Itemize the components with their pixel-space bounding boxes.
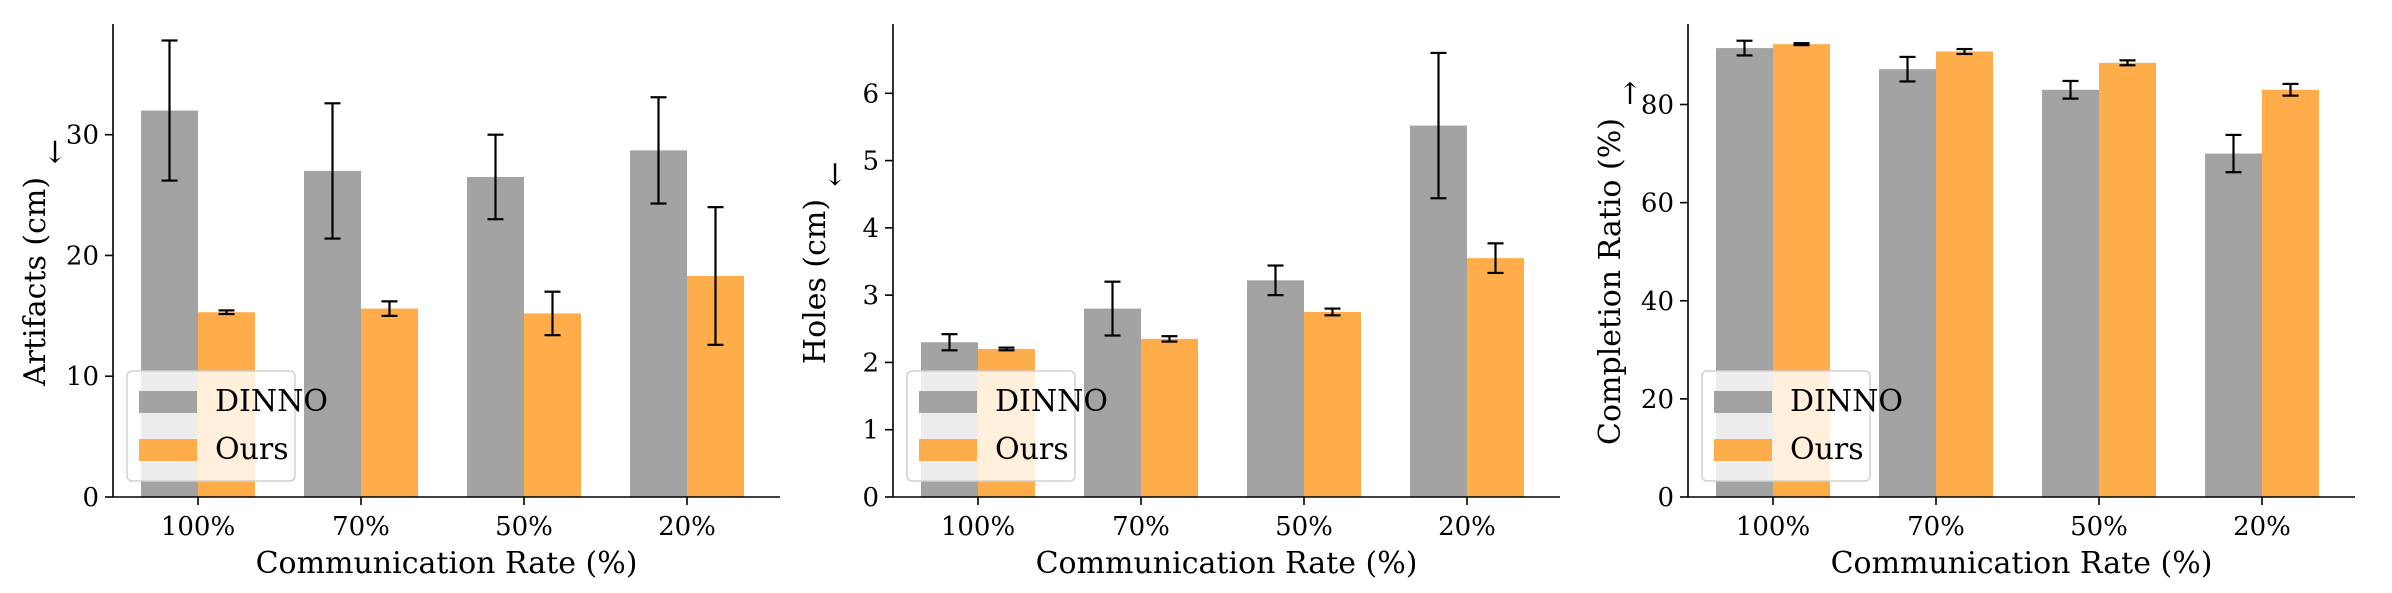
legend-label-ours: Ours <box>995 432 1069 467</box>
y-axis-label: Artifacts (cm) <box>18 177 53 387</box>
bar-ours-50pct <box>524 313 581 497</box>
bar-ours-70pct <box>1141 338 1198 497</box>
x-tick-label: 100% <box>1736 512 1810 542</box>
y-tick-label: 5 <box>862 147 879 177</box>
legend-label-dinno: DINNO <box>215 384 328 419</box>
y-tick-label: 40 <box>1641 287 1674 317</box>
x-tick-label: 70% <box>1112 512 1170 542</box>
x-axis-label: Communication Rate (%) <box>1036 546 1418 581</box>
legend: DINNO Ours <box>1701 370 1903 482</box>
direction-arrow: ↓ <box>822 158 847 193</box>
y-tick-label: 0 <box>1657 483 1674 513</box>
y-tick-label: 30 <box>66 121 99 151</box>
bar-ours-50pct <box>1304 311 1361 497</box>
x-tick-label: 100% <box>161 512 235 542</box>
x-tick-label: 50% <box>2070 512 2128 542</box>
y-tick-label: 60 <box>1641 189 1674 219</box>
bar-dinno-50pct <box>467 176 524 497</box>
legend-label-ours: Ours <box>215 432 289 467</box>
y-tick-label: 20 <box>1641 385 1674 415</box>
x-axis-label: Communication Rate (%) <box>256 546 638 581</box>
y-tick-label: 0 <box>862 483 879 513</box>
bar-dinno-20pct <box>2205 153 2262 497</box>
y-tick-label: 20 <box>66 241 99 271</box>
y-axis-label: Holes (cm) <box>798 199 833 364</box>
x-tick-label: 100% <box>941 512 1015 542</box>
x-tick-label: 20% <box>658 512 716 542</box>
bar-ours-70pct <box>361 308 418 497</box>
x-axis-label: Communication Rate (%) <box>1831 546 2213 581</box>
legend-swatch-ours <box>919 439 977 461</box>
y-axis-label: Completion Ratio (%) <box>1593 118 1628 445</box>
x-tick-label: 70% <box>1907 512 1965 542</box>
chart-panel-3: 100% 70% 50% 20% 0 20 40 60 80 Communication Rate… <box>1593 24 2355 581</box>
legend-label-dinno: DINNO <box>1790 384 1903 419</box>
direction-arrow: ↑ <box>1617 77 1642 112</box>
y-tick-label: 6 <box>862 79 879 109</box>
legend-swatch-dinno <box>919 391 977 413</box>
legend-swatch-ours <box>139 439 197 461</box>
x-tick-label: 20% <box>2233 512 2291 542</box>
legend-swatch-dinno <box>1714 391 1772 413</box>
x-tick-label: 50% <box>1275 512 1333 542</box>
legend-swatch-ours <box>1714 439 1772 461</box>
bar-ours-20pct <box>2262 89 2319 497</box>
y-tick-label: 1 <box>862 416 879 446</box>
y-tick-label: 80 <box>1641 91 1674 121</box>
direction-arrow: ↓ <box>42 135 67 170</box>
chart-panel-1: 100% 70% 50% 20% 0 10 20 30 Communication Rate (… <box>18 24 780 581</box>
y-tick-label: 10 <box>66 362 99 392</box>
legend-label-dinno: DINNO <box>995 384 1108 419</box>
legend: DINNO Ours <box>906 370 1108 482</box>
bar-ours-50pct <box>2099 62 2156 497</box>
bar-ours-20pct <box>1467 258 1524 497</box>
bar-ours-70pct <box>1936 51 1993 497</box>
x-tick-label: 70% <box>332 512 390 542</box>
bar-dinno-70pct <box>1879 69 1936 498</box>
x-tick-label: 50% <box>495 512 553 542</box>
x-tick-label: 20% <box>1438 512 1496 542</box>
legend-swatch-dinno <box>139 391 197 413</box>
legend: DINNO Ours <box>126 370 328 482</box>
y-tick-label: 2 <box>862 348 879 378</box>
y-tick-label: 4 <box>862 214 879 244</box>
bar-dinno-50pct <box>1247 280 1304 497</box>
bar-dinno-20pct <box>630 150 687 497</box>
y-tick-label: 0 <box>82 483 99 513</box>
y-tick-label: 3 <box>862 281 879 311</box>
bar-dinno-70pct <box>1084 308 1141 497</box>
bar-dinno-50pct <box>2042 89 2099 497</box>
legend-label-ours: Ours <box>1790 432 1864 467</box>
chart-panel-2: 100% 70% 50% 20% 0 1 2 3 4 5 6 Communication Rate (… <box>798 24 1560 581</box>
